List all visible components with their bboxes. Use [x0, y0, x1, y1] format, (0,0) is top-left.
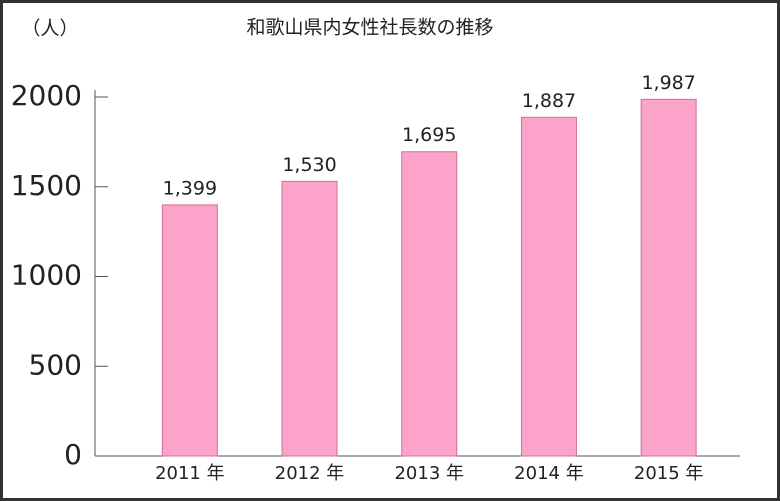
bar	[281, 180, 338, 457]
y-tick-label: 1500	[11, 169, 82, 202]
value-label: 1,887	[522, 90, 576, 112]
x-tick-label: 2014 年	[514, 463, 584, 484]
y-tick-label: 2000	[11, 79, 82, 112]
y-axis-label: （人）	[21, 18, 78, 40]
x-tick-label: 2012 年	[275, 463, 345, 484]
y-tick-label: 500	[29, 348, 82, 381]
value-label: 1,695	[402, 124, 456, 146]
y-tick-label: 1000	[11, 259, 82, 292]
value-label: 1,987	[641, 72, 695, 94]
x-tick-label: 2015 年	[634, 463, 704, 484]
x-tick-label: 2011 年	[155, 463, 225, 484]
bar	[161, 204, 218, 457]
bar	[520, 116, 577, 457]
chart-title: 和歌山県内女性社長数の推移	[246, 17, 493, 39]
value-label: 1,530	[282, 154, 336, 176]
bar	[640, 98, 697, 457]
bar	[401, 151, 458, 457]
y-tick-label: 0	[64, 438, 82, 471]
x-tick-label: 2013 年	[394, 463, 464, 484]
value-label: 1,399	[163, 177, 217, 199]
